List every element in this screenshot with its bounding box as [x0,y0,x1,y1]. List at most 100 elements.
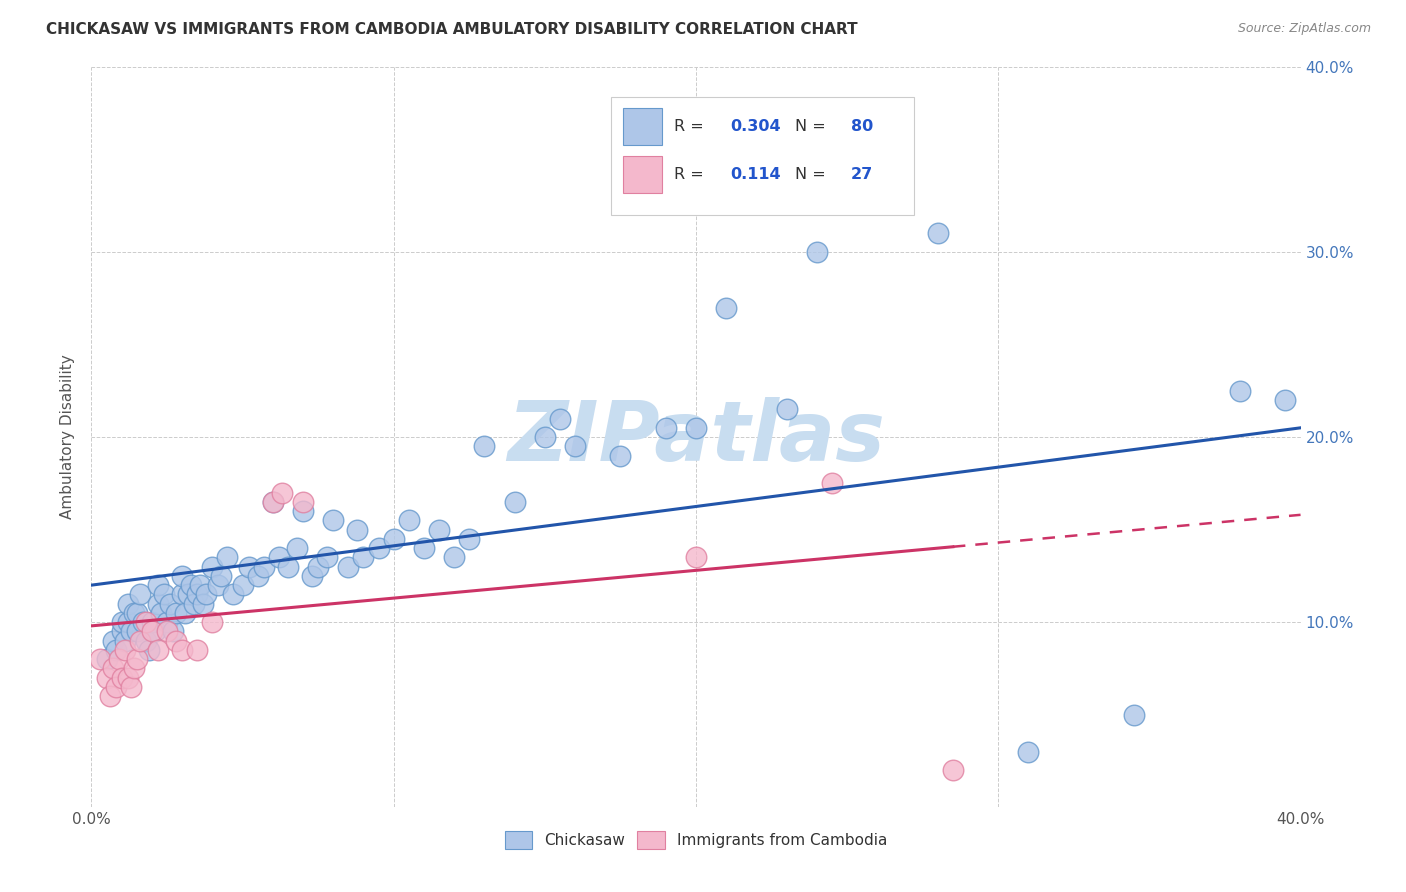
Point [111,615,132,630]
Point [262,495,284,509]
Point [367,541,389,555]
Point [292,495,315,509]
Point [398,513,420,527]
Point [146,597,169,611]
Point [143,624,166,639]
Point [114,643,136,657]
Text: 80: 80 [851,119,873,134]
Point [156,624,179,639]
Point [1018,745,1040,759]
Point [141,624,163,639]
Point [503,495,526,509]
Point [685,550,707,565]
Point [186,643,208,657]
Point [120,680,142,694]
Point [942,764,965,778]
Point [138,643,160,657]
Point [413,541,436,555]
Y-axis label: Ambulatory Disability: Ambulatory Disability [60,355,76,519]
Text: R =: R = [675,167,714,182]
Point [222,587,245,601]
Point [122,661,145,675]
Text: R =: R = [675,119,709,134]
Point [316,550,339,565]
Point [165,606,187,620]
Point [352,550,374,565]
Point [209,569,232,583]
Text: 0.304: 0.304 [730,119,780,134]
Point [301,569,323,583]
Point [172,587,194,601]
Point [141,615,163,630]
Point [114,633,136,648]
Point [231,578,253,592]
Point [346,523,368,537]
Point [382,532,405,546]
Text: ZIPatlas: ZIPatlas [508,397,884,477]
Point [472,439,495,453]
Point [162,624,184,639]
Point [285,541,308,555]
Point [111,624,132,639]
Point [458,532,481,546]
Bar [612,96,914,215]
Point [927,227,949,241]
Point [443,550,465,565]
Point [821,476,844,491]
Point [128,587,150,601]
Point [253,559,276,574]
Legend: Chickasaw, Immigrants from Cambodia: Chickasaw, Immigrants from Cambodia [498,825,894,855]
Point [165,633,187,648]
Point [548,411,571,425]
Point [125,652,148,666]
Point [101,633,124,648]
Point [246,569,269,583]
Point [564,439,586,453]
Point [125,624,148,639]
Point [149,606,172,620]
Text: N =: N = [796,119,831,134]
Point [262,495,284,509]
Bar [623,156,662,193]
Point [685,421,707,435]
Point [156,615,179,630]
Bar [623,108,662,145]
Point [117,671,139,685]
Point [322,513,344,527]
Point [159,597,181,611]
Point [111,671,132,685]
Point [135,615,157,630]
Point [238,559,260,574]
Point [427,523,450,537]
Point [101,661,124,675]
Point [270,485,292,500]
Point [180,578,202,592]
Point [183,597,205,611]
Point [132,615,155,630]
Point [1229,384,1251,398]
Point [277,559,299,574]
Point [125,606,148,620]
Point [307,559,329,574]
Point [1274,392,1296,407]
Point [120,624,142,639]
Point [654,421,676,435]
Text: N =: N = [796,167,831,182]
Point [776,402,799,417]
Point [714,301,737,315]
Point [128,633,150,648]
Point [117,615,139,630]
Point [146,578,169,592]
Point [1123,707,1146,722]
Point [217,550,239,565]
Point [98,689,121,703]
Point [533,430,555,444]
Point [207,578,229,592]
Point [193,597,215,611]
Point [337,559,360,574]
Point [201,615,224,630]
Point [107,652,129,666]
Point [186,587,208,601]
Point [89,652,111,666]
Point [195,587,218,601]
